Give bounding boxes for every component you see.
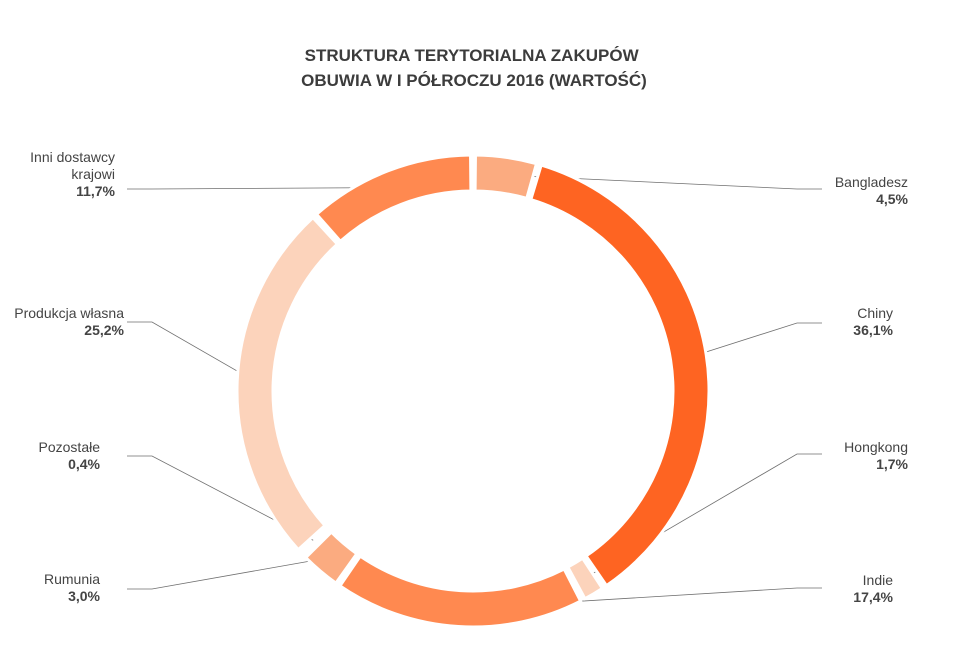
chart-title: STRUKTURA TERYTORIALNA ZAKUPÓW OBUWIA W …: [301, 46, 647, 90]
value-label-bangladesz: 4,5%: [876, 191, 908, 207]
value-label-chiny: 36,1%: [853, 322, 893, 338]
chart-title-line-1: STRUKTURA TERYTORIALNA ZAKUPÓW: [305, 46, 640, 65]
leader-line-chiny: [688, 322, 822, 358]
label-inni-dostawcy-krajowi-line-1: Inni dostawcy: [30, 149, 115, 165]
slice-rumunia: [303, 530, 359, 586]
label-rumunia: Rumunia: [44, 571, 100, 587]
label-bangladesz: Bangladesz: [835, 174, 908, 190]
leader-line-bangladesz: [503, 174, 822, 190]
label-indie: Indie: [863, 572, 894, 588]
chart-title-line-2: OBUWIA W I PÓŁROCZU 2016 (WARTOŚĆ): [301, 71, 647, 90]
label-pozostale: Pozostałe: [39, 439, 101, 455]
label-hongkong: Hongkong: [844, 439, 908, 455]
label-chiny: Chiny: [857, 305, 893, 321]
donut-slices: [235, 153, 711, 629]
label-inni-dostawcy-krajowi-line-2: krajowi: [71, 166, 115, 182]
value-label-rumunia: 3,0%: [68, 588, 100, 604]
leader-line-rumunia: [127, 556, 333, 590]
value-label-inni-dostawcy-krajowi: 11,7%: [76, 183, 115, 199]
slice-bangladesz: [473, 153, 539, 201]
value-label-pozostale: 0,4%: [68, 456, 100, 472]
leader-line-produkcja-wlasna: [127, 321, 256, 382]
value-label-hongkong: 1,7%: [876, 456, 908, 472]
slice-hongkong: [565, 556, 605, 601]
value-label-indie: 17,4%: [853, 589, 893, 605]
slice-indie: [337, 554, 583, 629]
slice-pozostale: [299, 526, 331, 557]
leader-line-pozostale: [127, 455, 316, 542]
slice-chiny: [528, 163, 711, 588]
leader-lines: [127, 174, 822, 609]
label-produkcja-wlasna: Produkcja własna: [14, 305, 124, 321]
value-label-produkcja-wlasna: 25,2%: [84, 322, 124, 338]
slice-produkcja-wlasna: [235, 215, 340, 552]
leader-line-inni-dostawcy-krajowi: [127, 187, 395, 190]
slice-inni-dostawcy-krajowi: [314, 153, 473, 244]
